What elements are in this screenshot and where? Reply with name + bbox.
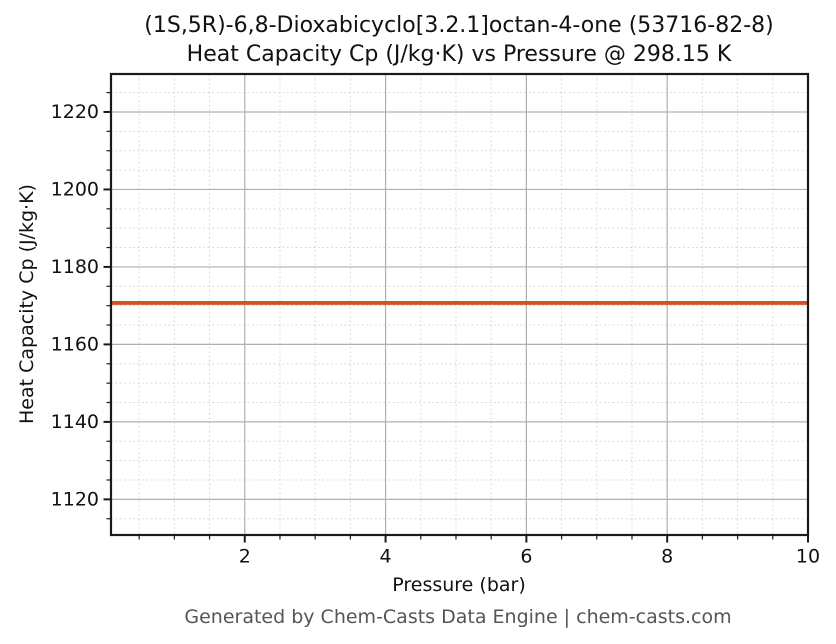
x-tick-label: 8 [661, 546, 673, 568]
x-tick-label: 4 [380, 546, 392, 568]
x-tick-label: 2 [239, 546, 251, 568]
y-tick-label: 1200 [51, 178, 99, 200]
footer-credit: Generated by Chem-Casts Data Engine | ch… [184, 606, 732, 628]
x-tick-label: 6 [520, 546, 532, 568]
chart-title-line1: (1S,5R)-6,8-Dioxabicyclo[3.2.1]octan-4-o… [144, 13, 774, 38]
y-tick-label: 1120 [51, 488, 99, 510]
y-axis-label: Heat Capacity Cp (J/kg·K) [16, 184, 38, 424]
chart-title: (1S,5R)-6,8-Dioxabicyclo[3.2.1]octan-4-o… [144, 11, 773, 69]
x-tick-label: 10 [796, 546, 820, 568]
y-tick-label: 1180 [51, 256, 99, 278]
y-tick-label: 1160 [51, 333, 99, 355]
chart-title-line2: Heat Capacity Cp (J/kg·K) vs Pressure @ … [186, 42, 732, 67]
axes-spines [109, 72, 810, 537]
x-axis-label: Pressure (bar) [392, 574, 526, 596]
y-tick-label: 1140 [51, 411, 99, 433]
y-tick-label: 1220 [51, 101, 99, 123]
